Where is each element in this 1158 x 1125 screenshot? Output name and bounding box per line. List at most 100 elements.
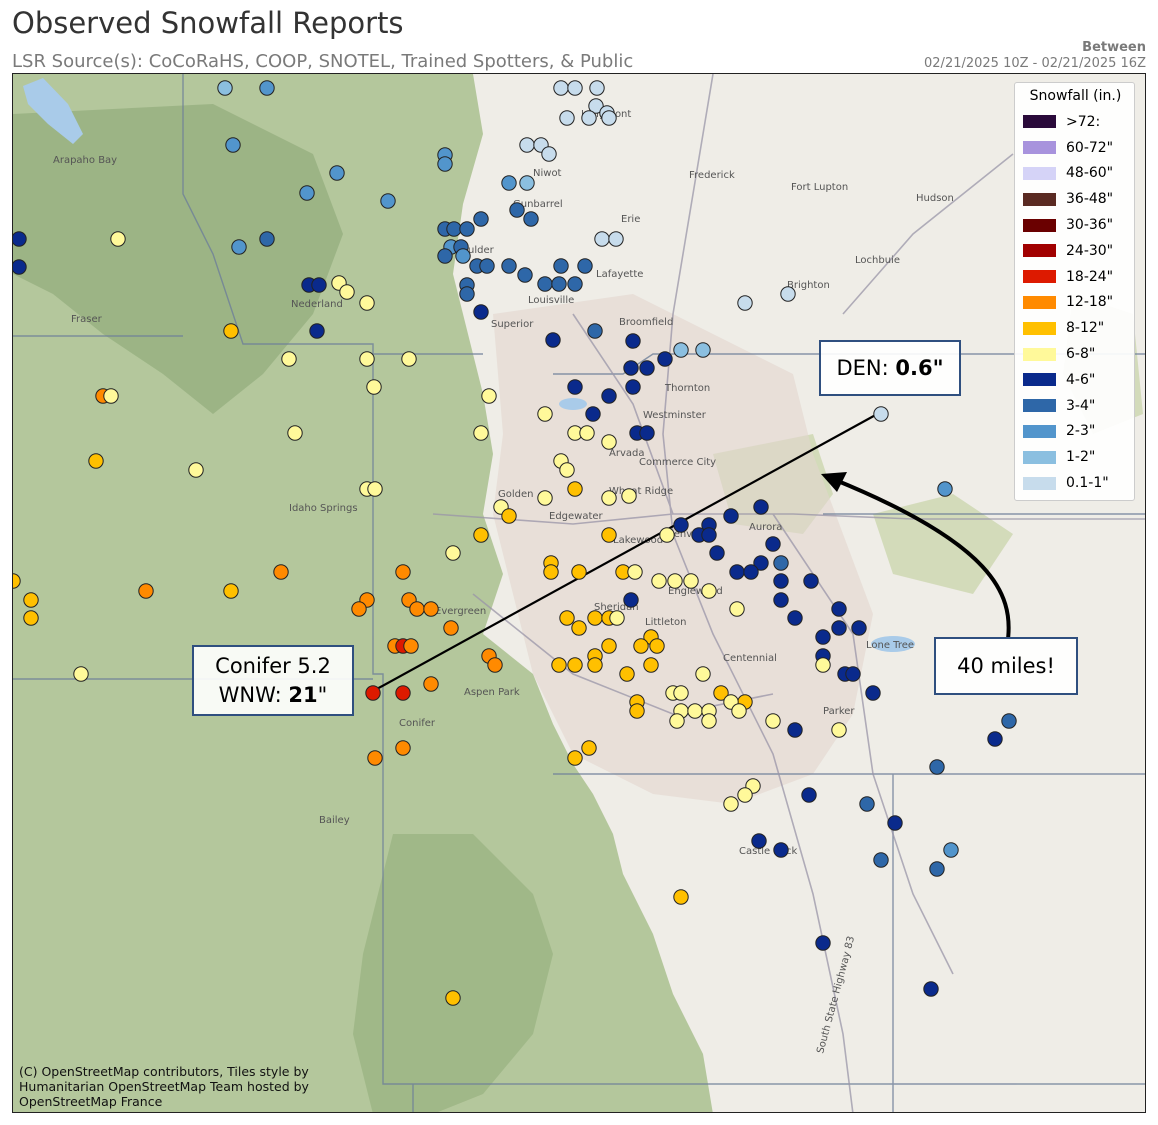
snowfall-report-marker[interactable] bbox=[729, 564, 745, 580]
snowfall-report-marker[interactable] bbox=[473, 304, 489, 320]
snowfall-report-marker[interactable] bbox=[553, 258, 569, 274]
snowfall-report-marker[interactable] bbox=[567, 276, 583, 292]
snowfall-report-marker[interactable] bbox=[787, 722, 803, 738]
snowfall-report-marker[interactable] bbox=[737, 295, 753, 311]
snowfall-report-marker[interactable] bbox=[509, 202, 525, 218]
snowfall-report-marker[interactable] bbox=[545, 332, 561, 348]
snowfall-report-marker[interactable] bbox=[395, 564, 411, 580]
snowfall-report-marker[interactable] bbox=[601, 638, 617, 654]
snowfall-report-marker[interactable] bbox=[409, 601, 425, 617]
snowfall-report-marker[interactable] bbox=[446, 221, 462, 237]
snowfall-report-marker[interactable] bbox=[801, 787, 817, 803]
snowfall-report-marker[interactable] bbox=[815, 629, 831, 645]
snowfall-report-marker[interactable] bbox=[311, 277, 327, 293]
snowfall-report-marker[interactable] bbox=[23, 610, 39, 626]
snowfall-report-marker[interactable] bbox=[765, 713, 781, 729]
snowfall-report-marker[interactable] bbox=[623, 592, 639, 608]
snowfall-report-marker[interactable] bbox=[473, 527, 489, 543]
snowfall-report-marker[interactable] bbox=[567, 481, 583, 497]
snowfall-report-marker[interactable] bbox=[765, 536, 781, 552]
snowfall-report-marker[interactable] bbox=[625, 333, 641, 349]
snowfall-report-marker[interactable] bbox=[673, 342, 689, 358]
snowfall-report-marker[interactable] bbox=[695, 666, 711, 682]
snowfall-report-marker[interactable] bbox=[571, 620, 587, 636]
snowfall-report-marker[interactable] bbox=[437, 248, 453, 264]
snowfall-report-marker[interactable] bbox=[73, 666, 89, 682]
snowfall-report-marker[interactable] bbox=[459, 286, 475, 302]
snowfall-report-marker[interactable] bbox=[559, 110, 575, 126]
snowfall-report-marker[interactable] bbox=[581, 740, 597, 756]
snowfall-report-marker[interactable] bbox=[865, 685, 881, 701]
snowfall-report-marker[interactable] bbox=[831, 722, 847, 738]
snowfall-report-marker[interactable] bbox=[443, 620, 459, 636]
snowfall-report-marker[interactable] bbox=[587, 323, 603, 339]
snowfall-report-marker[interactable] bbox=[987, 731, 1003, 747]
snowfall-report-marker[interactable] bbox=[609, 610, 625, 626]
snowfall-report-marker[interactable] bbox=[737, 787, 753, 803]
snowfall-report-marker[interactable] bbox=[571, 564, 587, 580]
snowfall-report-marker[interactable] bbox=[537, 490, 553, 506]
snowfall-report-marker[interactable] bbox=[523, 211, 539, 227]
snowfall-report-marker[interactable] bbox=[649, 638, 665, 654]
snowfall-report-marker[interactable] bbox=[13, 259, 27, 275]
snowfall-report-marker[interactable] bbox=[110, 231, 126, 247]
snowfall-report-marker[interactable] bbox=[887, 815, 903, 831]
snowfall-report-marker[interactable] bbox=[567, 379, 583, 395]
snowfall-report-marker[interactable] bbox=[601, 527, 617, 543]
snowfall-report-marker[interactable] bbox=[445, 545, 461, 561]
snowfall-report-marker[interactable] bbox=[581, 110, 597, 126]
snowfall-report-marker[interactable] bbox=[588, 98, 604, 114]
snowfall-report-marker[interactable] bbox=[365, 685, 381, 701]
snowfall-report-marker[interactable] bbox=[773, 573, 789, 589]
snowfall-report-marker[interactable] bbox=[103, 388, 119, 404]
snowfall-report-marker[interactable] bbox=[567, 750, 583, 766]
snowfall-report-marker[interactable] bbox=[501, 508, 517, 524]
snowfall-report-marker[interactable] bbox=[501, 175, 517, 191]
snowfall-report-marker[interactable] bbox=[587, 610, 603, 626]
snowfall-report-marker[interactable] bbox=[709, 545, 725, 561]
snowfall-report-marker[interactable] bbox=[659, 527, 675, 543]
snowfall-report-marker[interactable] bbox=[723, 508, 739, 524]
snowfall-report-marker[interactable] bbox=[713, 685, 729, 701]
snowfall-report-marker[interactable] bbox=[601, 388, 617, 404]
snowfall-report-marker[interactable] bbox=[651, 573, 667, 589]
snowfall-report-marker[interactable] bbox=[780, 286, 796, 302]
snowfall-report-marker[interactable] bbox=[667, 573, 683, 589]
snowfall-report-marker[interactable] bbox=[815, 935, 831, 951]
snowfall-report-marker[interactable] bbox=[731, 703, 747, 719]
snowfall-report-marker[interactable] bbox=[639, 360, 655, 376]
snowfall-report-marker[interactable] bbox=[673, 685, 689, 701]
snowfall-report-marker[interactable] bbox=[623, 360, 639, 376]
snowfall-report-marker[interactable] bbox=[753, 555, 769, 571]
snowfall-report-marker[interactable] bbox=[773, 592, 789, 608]
snowfall-report-marker[interactable] bbox=[481, 388, 497, 404]
snowfall-report-marker[interactable] bbox=[473, 425, 489, 441]
snowfall-report-marker[interactable] bbox=[608, 231, 624, 247]
snowfall-report-marker[interactable] bbox=[831, 620, 847, 636]
snowfall-report-marker[interactable] bbox=[695, 342, 711, 358]
snowfall-report-marker[interactable] bbox=[403, 638, 419, 654]
snowfall-report-marker[interactable] bbox=[859, 796, 875, 812]
snowfall-report-marker[interactable] bbox=[567, 80, 583, 96]
snowfall-report-marker[interactable] bbox=[831, 601, 847, 617]
snowfall-report-marker[interactable] bbox=[773, 842, 789, 858]
snowfall-report-marker[interactable] bbox=[929, 861, 945, 877]
snowfall-report-marker[interactable] bbox=[487, 657, 503, 673]
snowfall-report-marker[interactable] bbox=[281, 351, 297, 367]
snowfall-report-marker[interactable] bbox=[309, 323, 325, 339]
snowfall-report-marker[interactable] bbox=[851, 620, 867, 636]
snowfall-report-marker[interactable] bbox=[351, 601, 367, 617]
snowfall-report-marker[interactable] bbox=[559, 610, 575, 626]
snowfall-report-marker[interactable] bbox=[815, 657, 831, 673]
snowfall-report-marker[interactable] bbox=[423, 676, 439, 692]
basemap[interactable]: Louisville Superior Broomfield Thornton West… bbox=[13, 74, 1146, 1113]
snowfall-report-marker[interactable] bbox=[1001, 713, 1017, 729]
snowfall-report-marker[interactable] bbox=[601, 490, 617, 506]
snowfall-report-marker[interactable] bbox=[743, 564, 759, 580]
snowfall-report-marker[interactable] bbox=[13, 573, 21, 589]
snowfall-report-marker[interactable] bbox=[553, 80, 569, 96]
snowfall-report-marker[interactable] bbox=[395, 685, 411, 701]
snowfall-report-marker[interactable] bbox=[329, 165, 345, 181]
snowfall-report-marker[interactable] bbox=[537, 406, 553, 422]
snowfall-report-marker[interactable] bbox=[13, 231, 27, 247]
